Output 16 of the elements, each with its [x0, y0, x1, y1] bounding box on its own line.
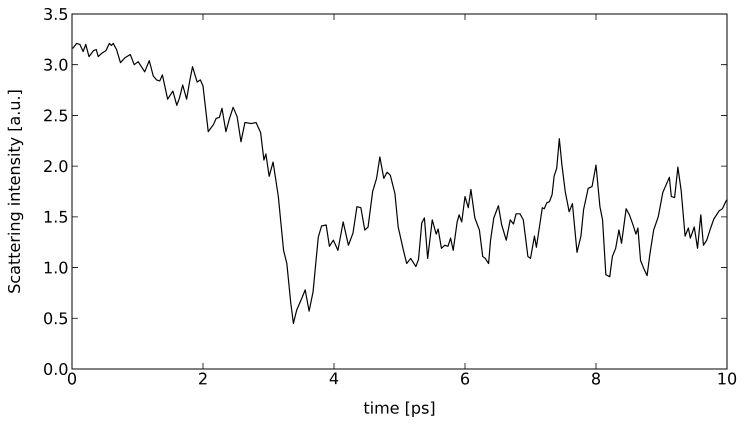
x-tick-label: 8: [592, 372, 600, 385]
x-tick-label: 6: [461, 372, 470, 385]
y-tick-label: 1.5: [44, 210, 68, 223]
x-tick-label: 10: [718, 372, 736, 385]
x-tick-label: 4: [330, 372, 338, 384]
y-tick-label: 2.0: [44, 160, 68, 172]
x-tick-label: 0: [68, 372, 76, 385]
y-tick-label: 2.5: [44, 109, 68, 122]
x-axis-title: time [ps]: [364, 401, 434, 417]
y-tick-label: 1.0: [44, 262, 68, 274]
y-tick-label: 0.0: [44, 362, 68, 376]
y-tick-label: 3.5: [44, 8, 68, 20]
y-axis-title: Scattering intensity [a.u.]: [8, 90, 24, 293]
x-tick-label: 2: [199, 372, 206, 384]
y-tick-label: 3.0: [44, 58, 68, 71]
y-tick-label: 0.5: [44, 312, 68, 324]
